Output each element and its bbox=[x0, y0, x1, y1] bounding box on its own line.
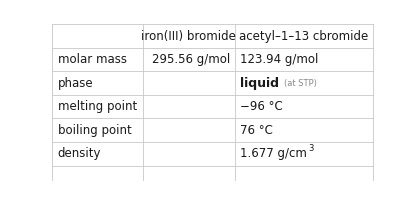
Text: 76 °C: 76 °C bbox=[240, 124, 273, 137]
Text: 123.94 g/mol: 123.94 g/mol bbox=[240, 53, 318, 66]
Text: iron(III) bromide: iron(III) bromide bbox=[141, 29, 236, 43]
Text: 1.677 g/cm: 1.677 g/cm bbox=[240, 147, 306, 160]
Text: 295.56 g/mol: 295.56 g/mol bbox=[151, 53, 229, 66]
Text: acetyl–1–13 cbromide: acetyl–1–13 cbromide bbox=[238, 29, 367, 43]
Text: 3: 3 bbox=[308, 144, 313, 153]
Text: boiling point: boiling point bbox=[57, 124, 131, 137]
Text: −96 °C: −96 °C bbox=[240, 100, 282, 113]
Text: density: density bbox=[57, 147, 101, 160]
Text: phase: phase bbox=[57, 77, 93, 90]
Text: (at STP): (at STP) bbox=[284, 79, 316, 88]
Text: liquid: liquid bbox=[240, 77, 279, 90]
Text: molar mass: molar mass bbox=[57, 53, 126, 66]
Text: melting point: melting point bbox=[57, 100, 136, 113]
